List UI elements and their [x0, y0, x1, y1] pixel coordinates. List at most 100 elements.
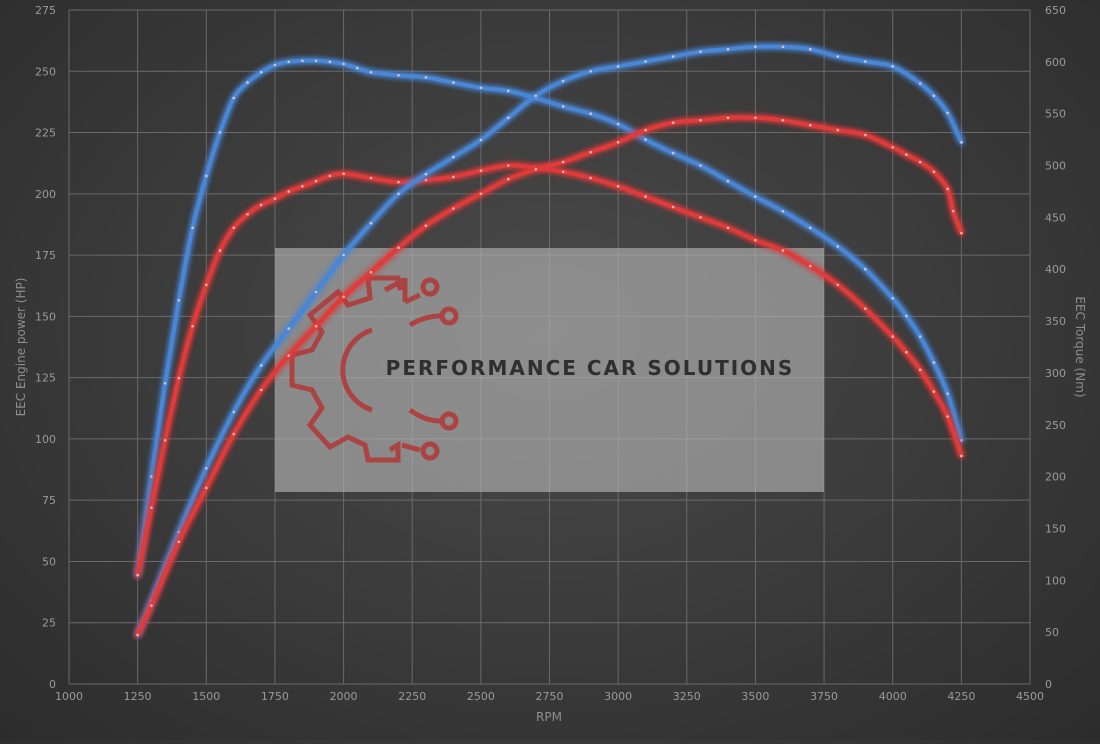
- series-1-point: [960, 454, 963, 458]
- series-1-point: [205, 283, 208, 287]
- series-3-point: [932, 170, 936, 174]
- series-0-point: [356, 66, 359, 70]
- series-2-point: [507, 116, 510, 120]
- series-2-point: [946, 111, 949, 115]
- left-axis-ticks: 0 25 50 75 100 125 150 175 200 225 250 275: [35, 4, 56, 691]
- series-1-point: [864, 307, 867, 310]
- series-3-point: [809, 123, 812, 127]
- series-1-point: [561, 170, 565, 174]
- series-0-point: [452, 81, 455, 84]
- series-2-point: [891, 65, 894, 68]
- series-1-point: [946, 415, 949, 418]
- right-tick-label: 350: [1045, 315, 1066, 328]
- series-1-point: [671, 205, 675, 209]
- x-tick-label: 2750: [536, 690, 564, 703]
- left-tick-label: 100: [35, 433, 56, 446]
- series-2-point: [534, 94, 538, 98]
- series-3-point: [951, 209, 955, 213]
- series-0-point: [905, 314, 908, 318]
- series-3-point: [864, 133, 867, 137]
- series-3-point: [891, 146, 894, 149]
- series-3-point: [452, 207, 455, 210]
- series-0-point: [891, 297, 894, 300]
- series-3-point: [342, 295, 345, 299]
- series-3-point: [946, 187, 949, 191]
- series-3-point: [644, 128, 647, 132]
- series-1-point: [424, 178, 428, 182]
- series-0-point: [644, 138, 647, 141]
- series-3-point: [671, 121, 675, 124]
- watermark-text: PERFORMANCE CAR SOLUTIONS: [386, 356, 795, 380]
- series-3-point: [397, 246, 400, 249]
- series-2-point: [177, 530, 181, 534]
- series-2-point: [671, 55, 675, 58]
- right-tick-label: 200: [1045, 471, 1066, 484]
- series-1-point: [259, 203, 263, 207]
- right-tick-label: 0: [1045, 678, 1052, 691]
- series-1-point: [809, 264, 812, 268]
- series-1-point: [287, 190, 291, 193]
- series-1-point: [397, 180, 400, 184]
- series-2-point: [864, 60, 867, 63]
- right-axis-title: EEC Torque (Nm): [1073, 296, 1087, 397]
- series-1-point: [246, 213, 249, 216]
- right-tick-label: 100: [1045, 574, 1066, 587]
- x-tick-label: 1500: [192, 690, 220, 703]
- series-0-point: [163, 382, 167, 385]
- series-0-point: [479, 86, 483, 90]
- series-1-point: [163, 439, 167, 442]
- right-tick-label: 150: [1045, 522, 1066, 535]
- right-tick-label: 400: [1045, 263, 1066, 276]
- series-2-point: [960, 141, 963, 144]
- series-3-point: [259, 388, 263, 392]
- left-tick-label: 150: [35, 310, 56, 323]
- series-0-point: [369, 70, 373, 74]
- series-0-point: [507, 89, 510, 93]
- series-3-point: [726, 116, 730, 120]
- series-1-point: [328, 174, 332, 178]
- series-0-point: [424, 76, 428, 79]
- series-0-point: [589, 112, 592, 115]
- series-0-point: [205, 174, 208, 178]
- series-0-point: [616, 122, 620, 126]
- left-tick-label: 125: [35, 372, 56, 385]
- series-0-point: [960, 439, 963, 442]
- series-1-point: [177, 376, 181, 380]
- series-2-point: [479, 138, 483, 142]
- series-3-group: [135, 115, 964, 637]
- series-2-point: [397, 192, 400, 196]
- x-tick-label: 4000: [879, 690, 907, 703]
- series-0-point: [328, 60, 332, 64]
- x-tick-label: 2250: [398, 690, 426, 703]
- series-0-point: [809, 226, 812, 230]
- x-tick-label: 2000: [330, 690, 358, 703]
- right-tick-label: 250: [1045, 419, 1066, 432]
- series-3-point: [507, 177, 510, 181]
- series-3-point: [616, 141, 620, 144]
- series-2-point: [314, 290, 318, 294]
- series-2-group: [135, 44, 964, 637]
- series-1-point: [218, 249, 222, 252]
- series-1-point: [136, 573, 139, 577]
- series-2-point: [836, 55, 840, 58]
- left-tick-label: 225: [35, 127, 56, 140]
- series-2-point: [589, 70, 592, 73]
- right-tick-label: 650: [1045, 4, 1066, 17]
- watermark: PERFORMANCE CAR SOLUTIONS: [275, 248, 824, 492]
- series-1-group: [135, 163, 964, 578]
- right-tick-label: 300: [1045, 367, 1066, 380]
- x-tick-label: 4500: [1016, 690, 1044, 703]
- series: [135, 44, 964, 637]
- left-tick-label: 250: [35, 65, 56, 78]
- series-2-point: [754, 45, 757, 49]
- x-axis-ticks: 1000 1250 1500 1750 2000 2250 2500 2750 3000 3250…: [55, 690, 1044, 703]
- series-0-point: [191, 226, 194, 230]
- series-3-point: [177, 540, 181, 544]
- series-3-point: [479, 192, 483, 196]
- series-2-point: [259, 364, 263, 367]
- left-tick-label: 0: [49, 678, 56, 691]
- series-1-point: [507, 164, 510, 167]
- series-1-point: [932, 390, 936, 393]
- series-1-point: [781, 249, 785, 252]
- series-1-point: [726, 226, 730, 230]
